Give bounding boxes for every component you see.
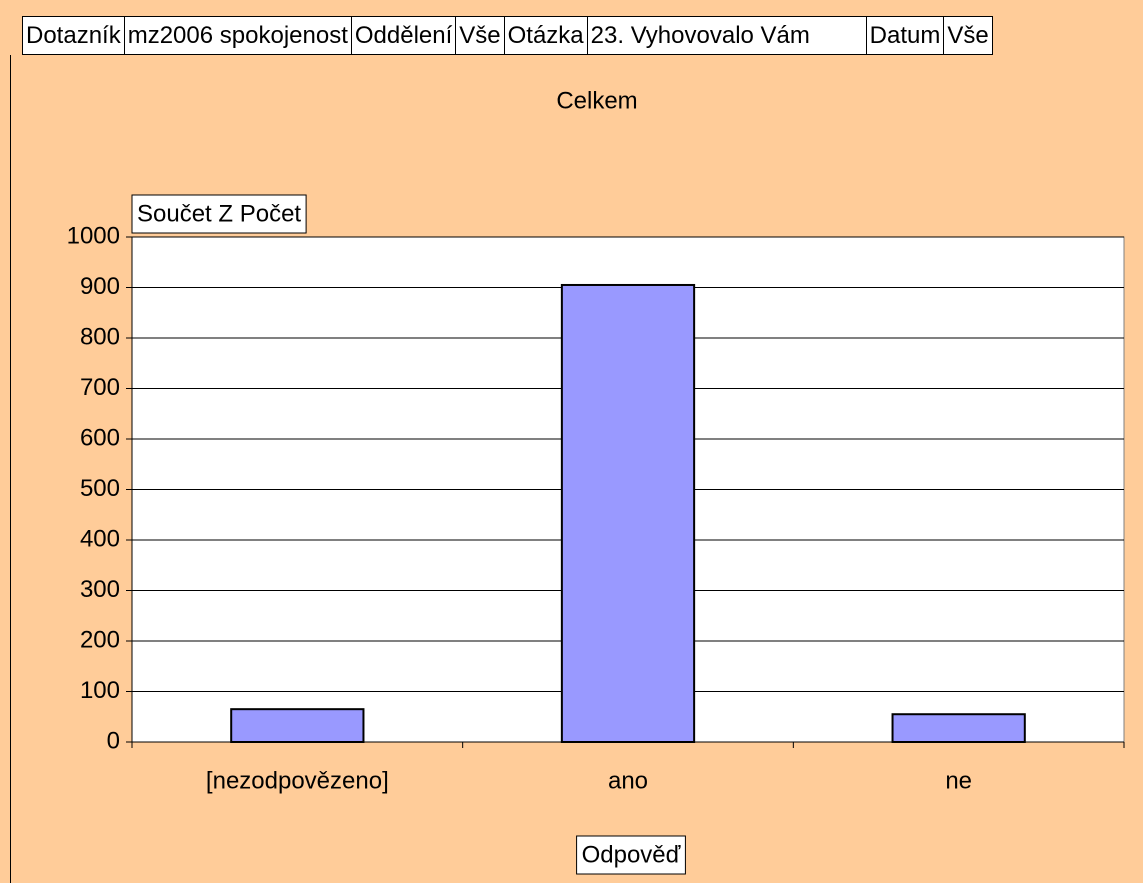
y-tick-label: 900 [80,273,120,300]
y-tick-label: 800 [80,323,120,350]
filter-value[interactable]: mz2006 spokojenost [123,16,352,55]
page-edge [10,55,11,883]
x-axis-field-box [576,835,686,875]
filter-name[interactable]: Datum [865,16,945,55]
y-tick-label: 200 [80,626,120,653]
filter-name[interactable]: Otázka [503,16,588,55]
chart-title: Celkem [556,87,637,114]
filter-value[interactable]: Vše [943,16,993,55]
y-axis-field: Součet Z Počet [137,200,301,227]
filter-value[interactable]: Vše [455,16,505,55]
y-tick-label: 700 [80,374,120,401]
bar [891,713,1026,743]
y-tick-label: 0 [107,727,120,754]
y-axis-field-box [131,194,307,234]
y-tick-label: 400 [80,525,120,552]
bar [560,283,696,743]
bar [230,708,365,743]
x-tick-label: [nezodpovězeno] [206,767,389,794]
filter-name[interactable]: Oddělení [350,16,457,55]
x-axis-field: Odpověď [582,841,681,868]
y-tick-label: 600 [80,424,120,451]
y-tick-label: 300 [80,576,120,603]
filter-value[interactable]: 23. Vyhovovalo Vám [586,16,867,55]
y-tick-label: 1000 [67,222,120,249]
filter-name[interactable]: Dotazník [22,16,125,55]
filter-bar: Dotazník mz2006 spokojenost Oddělení Vše Otá… [22,16,1143,55]
y-tick-label: 500 [80,475,120,502]
x-tick-label: ano [608,767,648,794]
x-tick-label: ne [945,767,972,794]
y-tick-label: 100 [80,677,120,704]
